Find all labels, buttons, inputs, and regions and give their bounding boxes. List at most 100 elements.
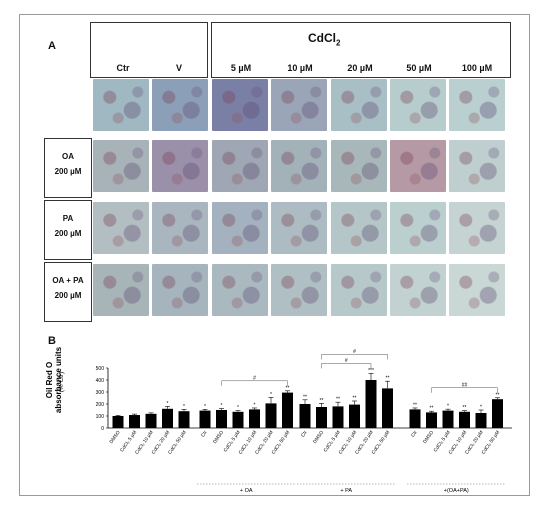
panel-b-label: B bbox=[48, 335, 56, 347]
micrograph-r0-c3 bbox=[271, 79, 327, 131]
x-tick-label-g3-2: CdCl₂ 5 µM bbox=[433, 430, 452, 454]
bar-g3-3 bbox=[459, 411, 470, 428]
x-tick-label-g0-0: DMSO bbox=[108, 429, 121, 444]
significance-g2-5: ** bbox=[386, 376, 390, 382]
micrograph-r2-c4 bbox=[331, 202, 387, 254]
row-dose-oa: 200 µM bbox=[54, 167, 82, 176]
bracket-label-g2-0: # bbox=[345, 358, 348, 364]
y-tick-label-0: 0 bbox=[101, 426, 104, 432]
row-label-box-oapa bbox=[44, 262, 92, 322]
column-header-box-cdcl2 bbox=[211, 22, 511, 78]
bar-g3-4 bbox=[475, 413, 487, 428]
micrograph-r3-c5 bbox=[390, 264, 446, 316]
micrograph-r3-c1 bbox=[152, 264, 208, 316]
micrograph-r0-c5 bbox=[390, 79, 446, 131]
micrograph-r0-c6 bbox=[449, 79, 505, 131]
bar-g1-0 bbox=[199, 410, 211, 428]
bar-g1-1 bbox=[216, 410, 227, 428]
column-label-100um: 100 µM bbox=[461, 63, 493, 73]
micrograph-r2-c1 bbox=[152, 202, 208, 254]
bar-g2-0 bbox=[299, 404, 311, 428]
micrograph-r0-c0 bbox=[93, 79, 149, 131]
micrograph-r2-c0 bbox=[93, 202, 149, 254]
row-dose-oapa: 200 µM bbox=[54, 291, 82, 300]
x-tick-label-g2-1: DMSO bbox=[312, 429, 325, 444]
column-header-box-controls bbox=[90, 22, 208, 78]
group-caption-g3: +(OA+PA) bbox=[444, 488, 469, 494]
bracket-g1-0 bbox=[221, 380, 288, 386]
bracket-g3-0 bbox=[431, 387, 498, 393]
significance-g1-4: * bbox=[270, 392, 272, 398]
row-label-box-oa bbox=[44, 138, 92, 198]
bar-g1-2 bbox=[232, 411, 244, 428]
significance-g2-1: ** bbox=[320, 398, 324, 404]
micrograph-r0-c4 bbox=[331, 79, 387, 131]
micrograph-r0-c1 bbox=[152, 79, 208, 131]
row-dose-pa: 200 µM bbox=[54, 229, 82, 238]
significance-g2-2: ** bbox=[336, 397, 340, 403]
column-label-10um: 10 µM bbox=[287, 63, 313, 73]
bracket-label-g1-0: # bbox=[253, 375, 256, 381]
bar-g3-5 bbox=[492, 399, 503, 428]
bar-g0-4 bbox=[178, 411, 190, 428]
micrograph-r3-c0 bbox=[93, 264, 149, 316]
column-label-v: V bbox=[175, 63, 182, 73]
y-tick-label-400: 400 bbox=[96, 378, 105, 384]
micrograph-r2-c5 bbox=[390, 202, 446, 254]
significance-g3-5: ** bbox=[496, 392, 500, 398]
y-tick-label-500: 500 bbox=[96, 366, 105, 372]
micrograph-r1-c4 bbox=[331, 140, 387, 192]
y-tick-label-100: 100 bbox=[96, 414, 105, 420]
bar-g3-1 bbox=[426, 412, 437, 428]
micrograph-r1-c0 bbox=[93, 140, 149, 192]
significance-g2-4: *** bbox=[368, 368, 374, 374]
significance-g3-3: ** bbox=[463, 405, 467, 411]
row-label-oa: OA bbox=[62, 152, 74, 161]
x-tick-label-g2-0: Ctr bbox=[300, 429, 309, 438]
micrograph-r3-c2 bbox=[212, 264, 268, 316]
row-label-oapa: OA + PA bbox=[52, 276, 84, 285]
significance-g1-2: * bbox=[237, 405, 239, 411]
significance-g0-4: * bbox=[183, 404, 185, 410]
x-tick-label-g0-1: CdCl₂ 5 µM bbox=[119, 430, 138, 454]
bracket-label-g2-1: # bbox=[353, 349, 356, 355]
micrograph-r1-c5 bbox=[390, 140, 446, 192]
x-tick-label-g1-1: DMSO bbox=[212, 429, 225, 444]
bar-g2-2 bbox=[332, 406, 344, 428]
cdcl-subscript: 2 bbox=[336, 38, 341, 48]
x-tick-label-g1-2: CdCl₂ 5 µM bbox=[223, 430, 242, 454]
column-label-ctr: Ctr bbox=[116, 63, 130, 73]
bar-g3-2 bbox=[442, 410, 454, 428]
micrograph-r1-c2 bbox=[212, 140, 268, 192]
bar-g3-0 bbox=[409, 409, 421, 428]
group-caption-g1: + OA bbox=[240, 488, 253, 494]
x-tick-label-g2-2: CdCl₂ 5 µM bbox=[323, 430, 342, 454]
significance-g1-5: ** bbox=[286, 385, 290, 391]
significance-g3-1: ** bbox=[430, 406, 434, 412]
micrograph-r2-c6 bbox=[449, 202, 505, 254]
row-label-pa: PA bbox=[62, 214, 74, 223]
y-tick-label-200: 200 bbox=[96, 402, 105, 408]
bar-g0-1 bbox=[129, 415, 140, 428]
significance-g3-4: * bbox=[480, 405, 482, 411]
significance-g1-0: * bbox=[204, 404, 206, 410]
x-tick-label-g3-0: Ctr bbox=[410, 429, 419, 438]
micrograph-r3-c6 bbox=[449, 264, 505, 316]
bar-g1-5 bbox=[282, 392, 293, 428]
micrograph-r2-c3 bbox=[271, 202, 327, 254]
bracket-g2-1 bbox=[321, 354, 388, 360]
micrograph-r3-c3 bbox=[271, 264, 327, 316]
micrograph-r1-c3 bbox=[271, 140, 327, 192]
bar-g2-1 bbox=[316, 407, 327, 428]
bar-g2-5 bbox=[382, 388, 393, 428]
micrograph-r3-c4 bbox=[331, 264, 387, 316]
figure-frame bbox=[19, 14, 530, 496]
column-label-5um: 5 µM bbox=[230, 63, 252, 73]
bar-g2-4 bbox=[365, 380, 377, 428]
cdcl2-group-title: CdCl2 bbox=[308, 31, 340, 47]
row-label-box-pa bbox=[44, 200, 92, 260]
x-tick-label-g3-1: DMSO bbox=[422, 429, 435, 444]
micrograph-r0-c2 bbox=[212, 79, 268, 131]
bar-g0-2 bbox=[145, 413, 157, 428]
